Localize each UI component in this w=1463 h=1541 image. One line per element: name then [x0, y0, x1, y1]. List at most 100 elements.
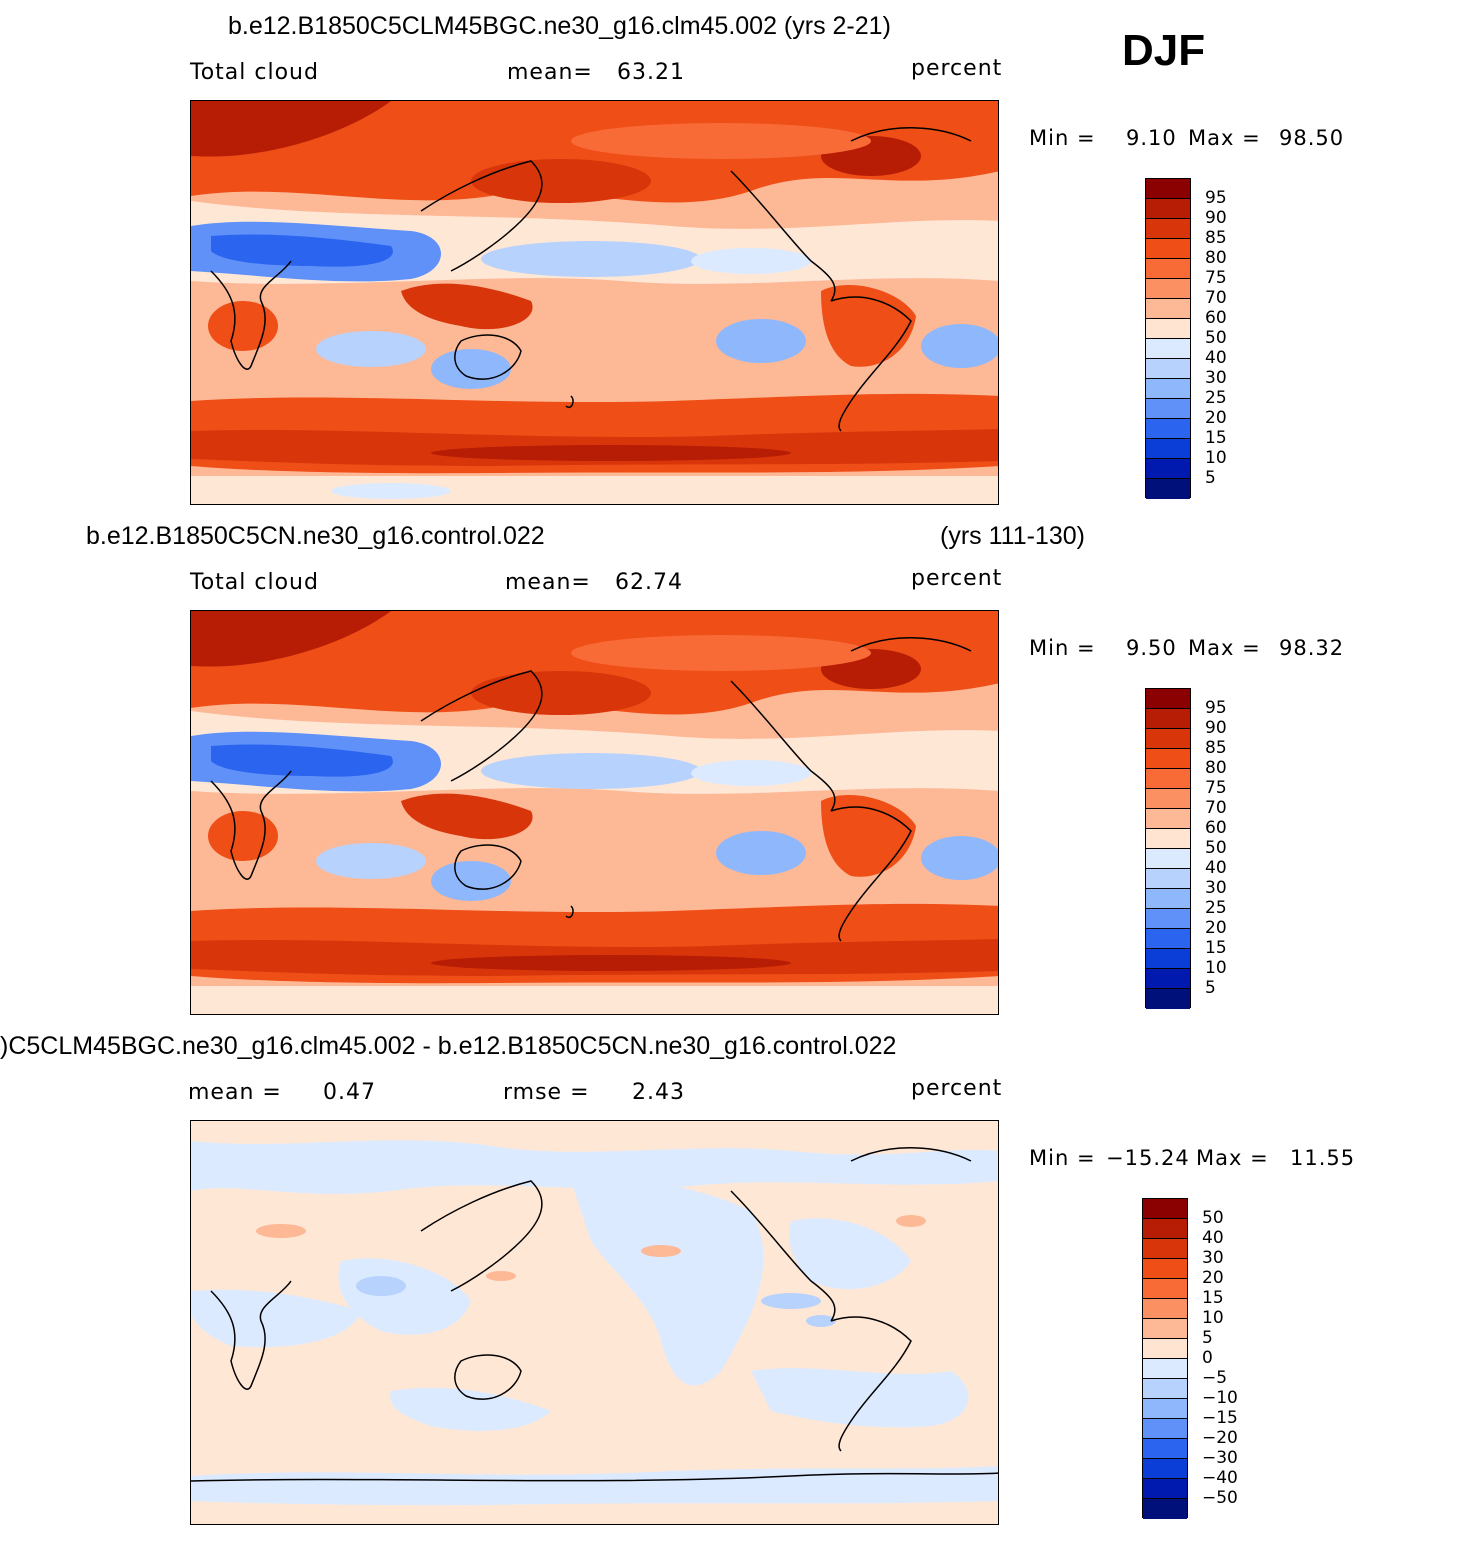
panel-1-units: percent: [911, 56, 1003, 81]
panel-1-variable-label: Total cloud: [190, 60, 319, 85]
colorbar-swatch: [1146, 239, 1190, 259]
colorbar-label: 90: [1205, 208, 1227, 228]
colorbar-swatch: [1146, 809, 1190, 829]
colorbar-swatch: [1146, 299, 1190, 319]
colorbar-swatch: [1143, 1439, 1187, 1459]
season-label: DJF: [1122, 26, 1206, 75]
colorbar-label: 5: [1205, 468, 1216, 488]
colorbar-swatch: [1146, 279, 1190, 299]
colorbar-label: 20: [1205, 918, 1227, 938]
colorbar-swatch: [1143, 1219, 1187, 1239]
panel-2-title: b.e12.B1850C5CN.ne30_g16.control.022: [86, 522, 545, 550]
colorbar-swatch: [1143, 1239, 1187, 1259]
colorbar-swatch: [1146, 399, 1190, 419]
panel-2-max-value: 98.32: [1279, 636, 1345, 660]
colorbar-label: 20: [1205, 408, 1227, 428]
panel-2-variable-label: Total cloud: [190, 570, 319, 595]
panel-1-map: [190, 100, 999, 505]
colorbar-label: 50: [1202, 1208, 1224, 1228]
colorbar-label: 15: [1202, 1288, 1224, 1308]
colorbar-label: 20: [1202, 1268, 1224, 1288]
colorbar-label: 5: [1205, 978, 1216, 998]
colorbar-label: 30: [1205, 368, 1227, 388]
panel-3-units: percent: [911, 1076, 1003, 1101]
colorbar-swatch: [1146, 199, 1190, 219]
colorbar-swatch: [1146, 909, 1190, 929]
panel-2-mean-label: mean=: [505, 570, 591, 595]
colorbar-swatch: [1143, 1259, 1187, 1279]
colorbar-label: 50: [1205, 838, 1227, 858]
colorbar-label: −20: [1202, 1428, 1238, 1448]
panel-1-min-label: Min =: [1029, 126, 1096, 150]
panel-2-years: (yrs 111-130): [940, 522, 1085, 550]
colorbar-label: 10: [1205, 448, 1227, 468]
colorbar-label: 90: [1205, 718, 1227, 738]
panel-1-title: b.e12.B1850C5CLM45BGC.ne30_g16.clm45.002…: [228, 12, 891, 40]
colorbar-label: 95: [1205, 188, 1227, 208]
colorbar-swatch: [1143, 1499, 1187, 1519]
colorbar-label: 5: [1202, 1328, 1213, 1348]
colorbar-swatch: [1146, 929, 1190, 949]
panel-3-rmse-value: 2.43: [632, 1080, 685, 1105]
colorbar-swatch: [1146, 849, 1190, 869]
colorbar-swatch: [1146, 769, 1190, 789]
colorbar-label: 25: [1205, 388, 1227, 408]
colorbar-swatch: [1146, 439, 1190, 459]
colorbar-label: 30: [1202, 1248, 1224, 1268]
panel-1-mean-value: 63.21: [617, 60, 685, 85]
colorbar-swatch: [1146, 339, 1190, 359]
colorbar-swatch: [1143, 1299, 1187, 1319]
colorbar-label: 60: [1205, 308, 1227, 328]
colorbar-label: 85: [1205, 738, 1227, 758]
colorbar-label: 80: [1205, 758, 1227, 778]
colorbar-label: 30: [1205, 878, 1227, 898]
colorbar-swatch: [1146, 689, 1190, 709]
colorbar-label: 75: [1205, 778, 1227, 798]
colorbar-label: 40: [1205, 858, 1227, 878]
colorbar-label: −15: [1202, 1408, 1238, 1428]
colorbar-label: 60: [1205, 818, 1227, 838]
colorbar-swatch: [1143, 1279, 1187, 1299]
colorbar-swatch: [1146, 969, 1190, 989]
colorbar-swatch: [1146, 259, 1190, 279]
panel-2-colorbar: [1145, 688, 1191, 1009]
colorbar-label: −40: [1202, 1468, 1238, 1488]
colorbar-swatch: [1146, 479, 1190, 499]
colorbar-swatch: [1143, 1419, 1187, 1439]
panel-3-colorbar: [1142, 1198, 1188, 1519]
panel-2-min-value: 9.50: [1126, 636, 1177, 660]
colorbar-swatch: [1143, 1379, 1187, 1399]
panel-2-map-field: [191, 611, 998, 1014]
colorbar-swatch: [1143, 1459, 1187, 1479]
colorbar-label: 10: [1205, 958, 1227, 978]
colorbar-swatch: [1146, 219, 1190, 239]
colorbar-label: 85: [1205, 228, 1227, 248]
colorbar-swatch: [1146, 989, 1190, 1009]
colorbar-label: 70: [1205, 798, 1227, 818]
panel-3-mean-value: 0.47: [323, 1080, 376, 1105]
colorbar-label: 80: [1205, 248, 1227, 268]
panel-2-max-label: Max =: [1188, 636, 1261, 660]
colorbar-swatch: [1143, 1339, 1187, 1359]
colorbar-label: 25: [1205, 898, 1227, 918]
panel-3-title: )C5CLM45BGC.ne30_g16.clm45.002 - b.e12.B…: [0, 1032, 897, 1060]
panel-3-map: [190, 1120, 999, 1525]
panel-3-min-value: −15.24: [1106, 1146, 1190, 1170]
panel-3-mean-label: mean =: [188, 1080, 282, 1105]
colorbar-swatch: [1146, 179, 1190, 199]
colorbar-swatch: [1146, 789, 1190, 809]
panel-1-map-field: [191, 101, 998, 504]
colorbar-swatch: [1146, 889, 1190, 909]
panel-3-map-field: [191, 1121, 998, 1524]
colorbar-label: 15: [1205, 938, 1227, 958]
colorbar-label: 50: [1205, 328, 1227, 348]
colorbar-swatch: [1146, 749, 1190, 769]
panel-2-map: [190, 610, 999, 1015]
colorbar-swatch: [1146, 829, 1190, 849]
panel-1-max-value: 98.50: [1279, 126, 1345, 150]
colorbar-label: −50: [1202, 1488, 1238, 1508]
panel-3-max-value: 11.55: [1290, 1146, 1356, 1170]
panel-3-min-label: Min =: [1029, 1146, 1096, 1170]
colorbar-label: 75: [1205, 268, 1227, 288]
colorbar-label: −30: [1202, 1448, 1238, 1468]
